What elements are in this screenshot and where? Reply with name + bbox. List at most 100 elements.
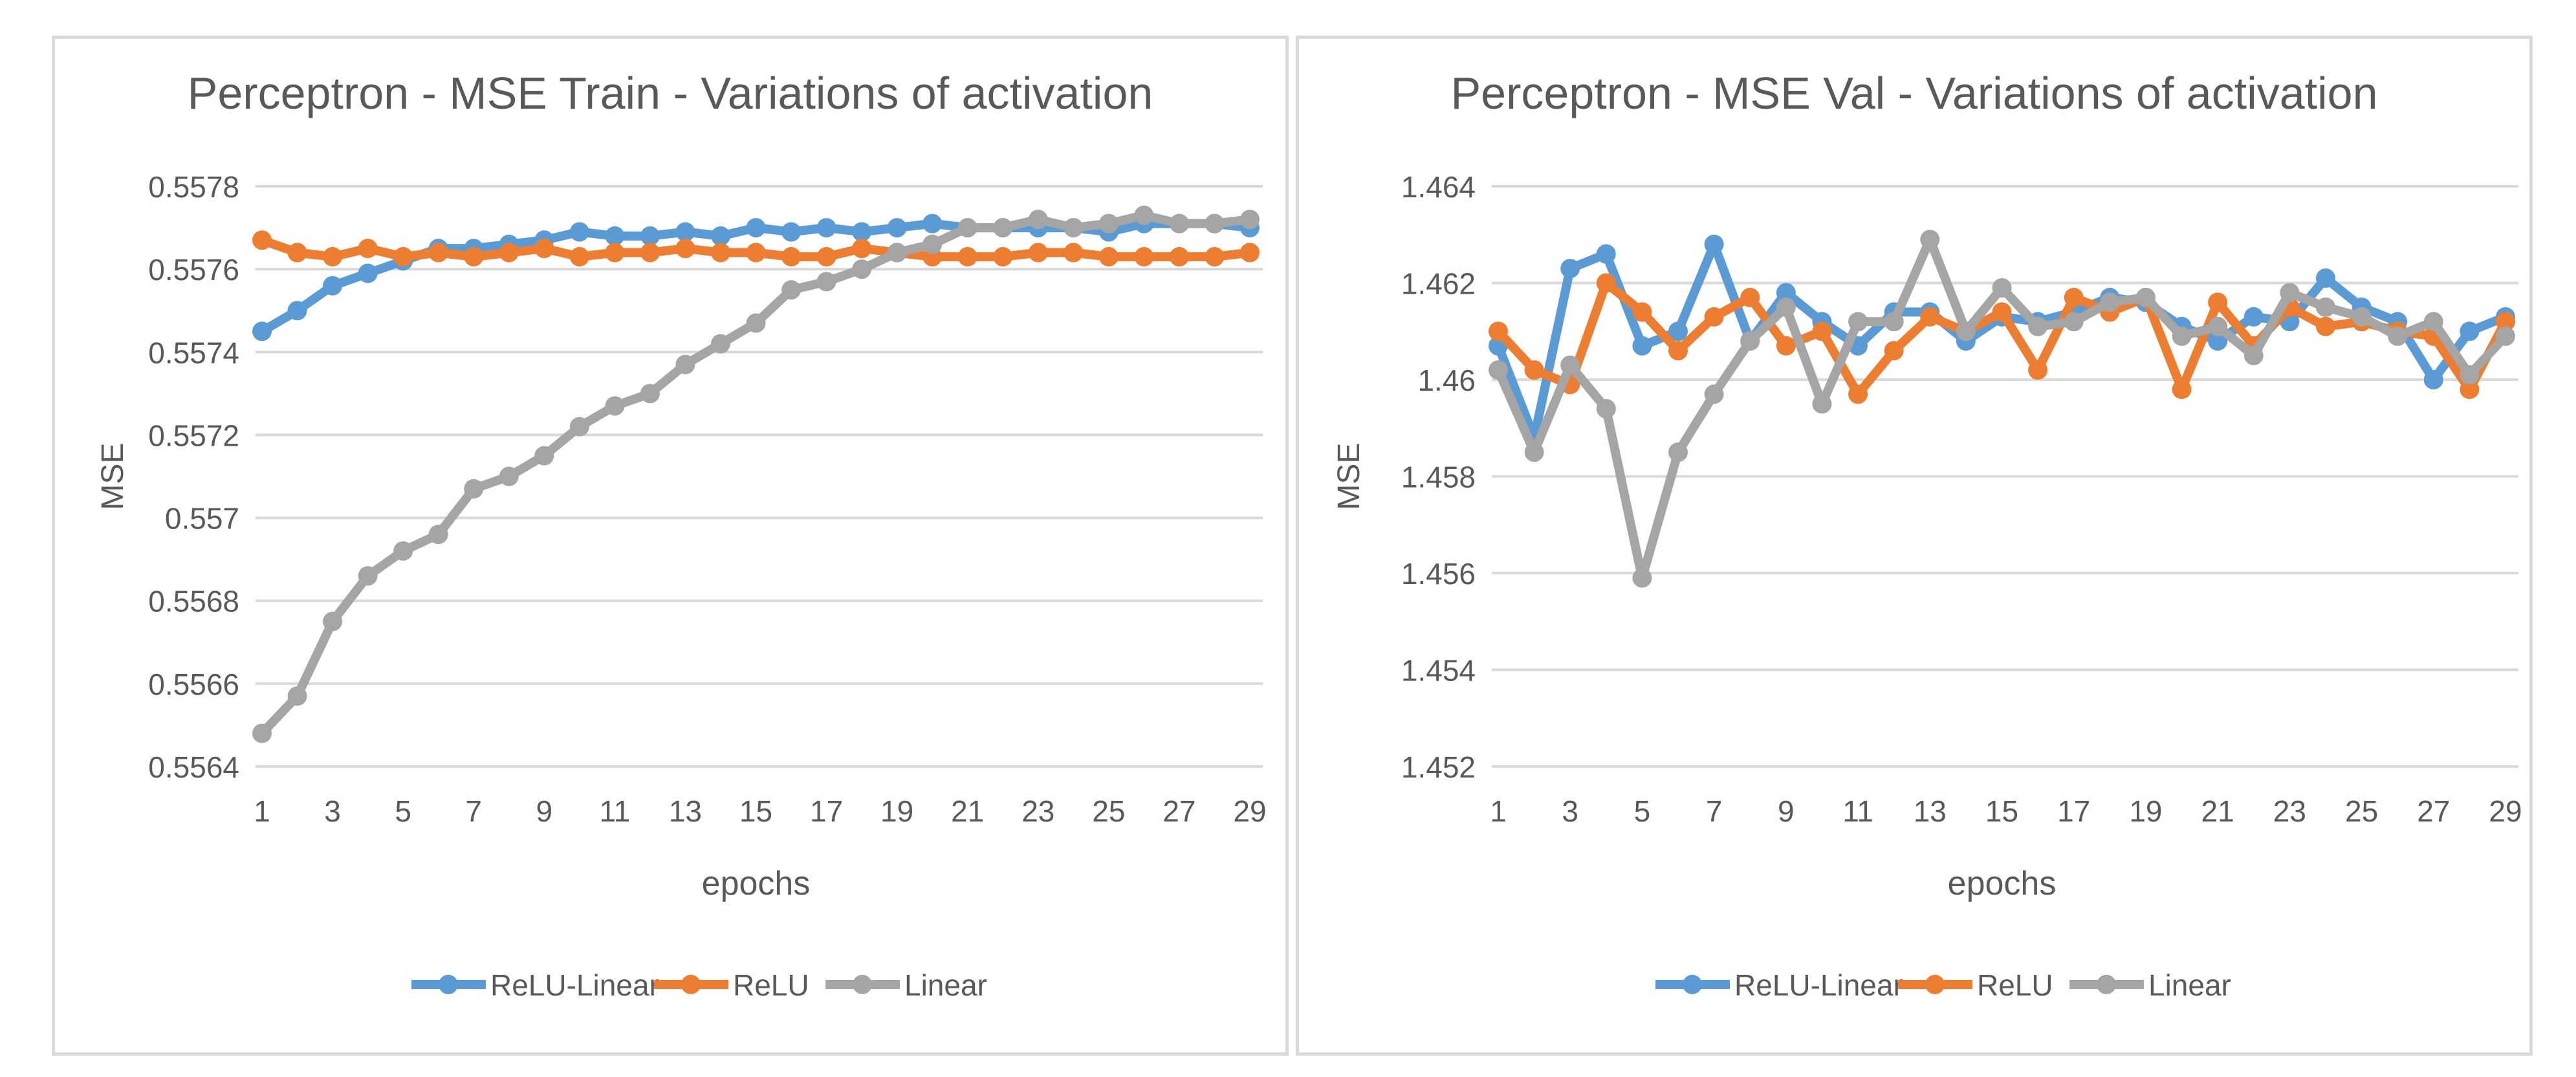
x-tick-label: 13 bbox=[669, 794, 702, 828]
data-point bbox=[1884, 341, 1904, 361]
data-point bbox=[2028, 316, 2048, 336]
x-tick-label: 29 bbox=[1233, 794, 1266, 828]
mse-train-chart: Perceptron - MSE Train - Variations of a… bbox=[96, 68, 1267, 1002]
data-point bbox=[922, 213, 943, 234]
data-point bbox=[464, 479, 484, 499]
data-point bbox=[358, 263, 378, 283]
data-point bbox=[252, 230, 272, 250]
data-point bbox=[1776, 336, 1796, 356]
data-point bbox=[852, 259, 872, 279]
y-tick-label: 0.5568 bbox=[148, 585, 239, 618]
series-linear bbox=[1489, 230, 2515, 588]
y-tick-label: 0.5566 bbox=[148, 668, 239, 701]
data-point bbox=[2243, 345, 2264, 365]
data-point bbox=[358, 239, 378, 259]
data-point bbox=[1028, 210, 1048, 230]
data-point bbox=[1134, 205, 1154, 225]
data-point bbox=[675, 354, 695, 375]
legend-item: ReLU-Linear bbox=[1655, 968, 1903, 1002]
series-line bbox=[257, 210, 1254, 738]
legend-label: ReLU-Linear bbox=[490, 968, 659, 1002]
data-point bbox=[1596, 398, 1616, 419]
data-point bbox=[534, 446, 554, 466]
legend-marker bbox=[1925, 975, 1945, 994]
data-point bbox=[534, 239, 554, 259]
x-tick-label: 3 bbox=[324, 794, 341, 828]
data-point bbox=[1028, 243, 1048, 263]
chart-panel-val: Perceptron - MSE Val - Variations of act… bbox=[1296, 36, 2533, 1056]
data-point bbox=[1169, 213, 1189, 234]
y-tick-labels: 0.5564 0.5566 0.5568 0.557 0.5572 0.5574 0.557… bbox=[148, 170, 239, 784]
data-point bbox=[2135, 287, 2156, 307]
y-tick-label: 1.46 bbox=[1417, 364, 1476, 397]
data-point bbox=[1098, 246, 1119, 267]
x-tick-label: 5 bbox=[395, 794, 411, 828]
data-point bbox=[2460, 365, 2480, 385]
data-point bbox=[1240, 210, 1260, 230]
data-point bbox=[1848, 312, 1868, 332]
data-point bbox=[464, 246, 484, 267]
x-tick-label: 7 bbox=[1706, 794, 1723, 828]
data-point bbox=[1632, 568, 1652, 588]
data-point bbox=[2315, 268, 2335, 288]
legend-item: ReLU bbox=[654, 968, 809, 1002]
data-point bbox=[640, 243, 660, 263]
data-point bbox=[1992, 302, 2012, 322]
data-point bbox=[2460, 379, 2480, 399]
data-point bbox=[2352, 307, 2372, 327]
data-point bbox=[1704, 307, 1724, 327]
data-point bbox=[1704, 384, 1724, 404]
x-tick-label: 19 bbox=[880, 794, 913, 828]
data-point bbox=[746, 313, 766, 333]
y-tick-label: 1.462 bbox=[1401, 267, 1476, 301]
data-point bbox=[2315, 297, 2335, 317]
data-point bbox=[2388, 326, 2408, 346]
data-point bbox=[887, 243, 907, 263]
data-point bbox=[1812, 321, 1832, 342]
x-tick-label: 27 bbox=[2417, 794, 2450, 828]
data-point bbox=[2208, 316, 2228, 336]
y-tick-label: 0.5564 bbox=[148, 750, 239, 784]
x-tick-label: 17 bbox=[2057, 794, 2090, 828]
data-point bbox=[2100, 292, 2120, 312]
data-point bbox=[1489, 321, 1508, 342]
data-point bbox=[1560, 355, 1580, 375]
data-point bbox=[675, 239, 695, 259]
data-point bbox=[922, 234, 943, 254]
data-point bbox=[2496, 312, 2515, 332]
x-axis-label: epochs bbox=[1948, 865, 2057, 902]
legend-label: ReLU-Linear bbox=[1734, 968, 1903, 1002]
data-point bbox=[1632, 336, 1652, 356]
data-point bbox=[781, 246, 802, 267]
x-tick-label: 1 bbox=[254, 794, 270, 828]
data-point bbox=[323, 611, 343, 631]
data-point bbox=[1205, 213, 1225, 234]
data-point bbox=[957, 218, 977, 238]
x-tick-label: 27 bbox=[1162, 794, 1195, 828]
legend-item: Linear bbox=[825, 968, 987, 1002]
data-point bbox=[816, 246, 836, 267]
x-tick-label: 13 bbox=[1914, 794, 1947, 828]
series-linear bbox=[252, 205, 1260, 743]
data-point bbox=[428, 243, 448, 263]
legend-marker bbox=[2097, 975, 2116, 994]
data-point bbox=[605, 243, 625, 263]
x-tick-label: 11 bbox=[599, 794, 630, 828]
series-relu-linear bbox=[1489, 234, 2515, 448]
data-point bbox=[710, 243, 730, 263]
y-axis-label: MSE bbox=[1332, 442, 1366, 510]
y-tick-label: 0.5572 bbox=[148, 419, 239, 452]
x-tick-label: 29 bbox=[2489, 794, 2522, 828]
data-point bbox=[2423, 312, 2443, 332]
data-point bbox=[2280, 283, 2300, 303]
data-point bbox=[252, 321, 272, 342]
legend-label: Linear bbox=[904, 968, 987, 1002]
data-point bbox=[816, 218, 836, 238]
legend: ReLU-Linear ReLU Linear bbox=[1655, 968, 2231, 1002]
y-tick-label: 0.5574 bbox=[148, 336, 239, 369]
legend-marker bbox=[681, 975, 701, 994]
data-point bbox=[640, 384, 660, 404]
data-point bbox=[2496, 326, 2515, 346]
data-point bbox=[640, 226, 660, 246]
data-point bbox=[781, 222, 802, 242]
